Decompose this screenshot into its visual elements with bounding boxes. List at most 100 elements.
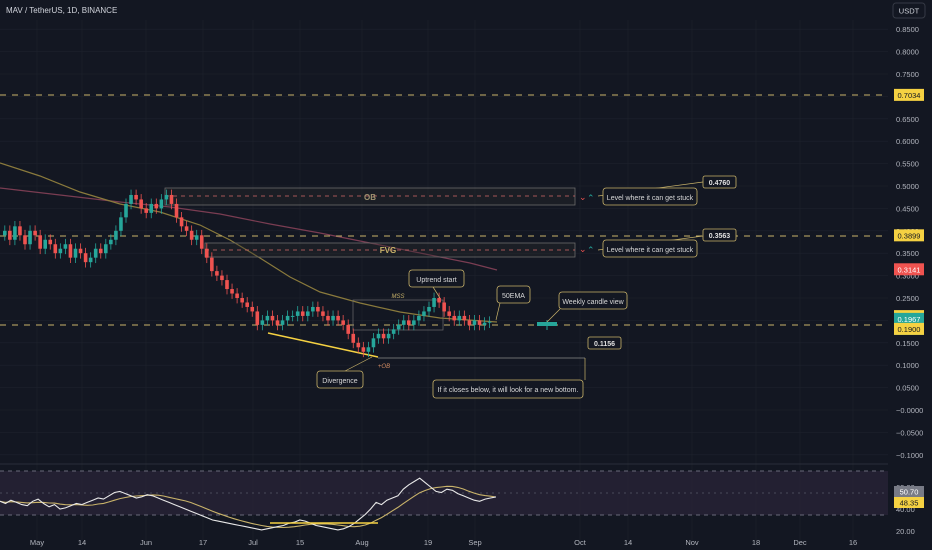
price-badge-text: 0.3141 — [898, 265, 921, 274]
candle — [281, 320, 285, 324]
candle — [225, 280, 229, 289]
price-tick-label: 0.4500 — [896, 204, 919, 213]
price-tick-label: −0.1000 — [896, 451, 923, 460]
candle — [463, 316, 467, 320]
candle — [321, 311, 325, 315]
level-tag-0476-text: 0.4760 — [709, 180, 731, 187]
candle — [341, 320, 345, 324]
rsi-badge-text: 50.70 — [900, 488, 919, 497]
callout-ema50-text: 50EMA — [502, 293, 525, 300]
price-tick-label: 0.8000 — [896, 48, 919, 57]
candle — [372, 338, 376, 347]
currency-label: USDT — [899, 7, 920, 16]
callout-divergence-text: Divergence — [322, 378, 358, 385]
candle — [43, 240, 47, 249]
candle — [190, 231, 194, 240]
time-tick-label: 19 — [424, 538, 432, 547]
candle — [220, 276, 224, 280]
candle — [362, 347, 366, 351]
candle — [144, 208, 148, 212]
candle — [397, 325, 401, 329]
candle — [412, 320, 416, 324]
candle — [165, 195, 169, 199]
candle — [54, 244, 58, 253]
candle — [200, 235, 204, 248]
candle — [458, 316, 462, 320]
fvg-label: FVG — [380, 246, 396, 255]
candle — [99, 249, 103, 253]
candle — [437, 298, 441, 302]
chevron-up-icon: ⌃ — [587, 245, 595, 255]
candle — [170, 195, 174, 204]
chevron-down-icon: ⌄ — [579, 192, 587, 202]
candle — [392, 329, 396, 333]
candle — [447, 311, 451, 315]
candle — [336, 316, 340, 320]
candle — [134, 195, 138, 199]
level-tag-0116-text: 0.1156 — [594, 341, 615, 348]
time-tick-label: 16 — [849, 538, 857, 547]
candle — [13, 226, 17, 239]
candle — [266, 316, 270, 320]
candle — [326, 316, 330, 320]
candle — [185, 226, 189, 230]
candle — [301, 311, 305, 315]
time-tick-label: May — [30, 538, 44, 547]
candle — [104, 244, 108, 253]
mss-label: MSS — [391, 294, 404, 300]
candle — [377, 334, 381, 338]
rsi-badge-text: 48.35 — [900, 499, 919, 508]
candle — [235, 294, 239, 298]
candle — [89, 258, 93, 262]
candle — [478, 320, 482, 324]
candle — [149, 204, 153, 213]
candle — [417, 316, 421, 320]
candle — [109, 240, 113, 244]
candle — [351, 334, 355, 343]
price-tick-label: 0.7500 — [896, 70, 919, 79]
candle — [195, 235, 199, 239]
candle — [28, 231, 32, 244]
candle — [422, 311, 426, 315]
price-tick-label: 0.1000 — [896, 361, 919, 370]
time-tick-label: 14 — [624, 538, 632, 547]
candle — [432, 298, 436, 307]
candle — [230, 289, 234, 293]
candle — [483, 323, 487, 325]
candle — [296, 311, 300, 315]
candle — [306, 311, 310, 315]
candle — [38, 235, 42, 248]
candle — [64, 244, 68, 248]
price-badge-text: 0.7034 — [898, 91, 921, 100]
plus-ob-label: +OB — [378, 364, 390, 370]
time-tick-label: 17 — [199, 538, 207, 547]
callout-stuck-2-text: Level where it can get stuck — [607, 247, 694, 254]
candle — [473, 320, 477, 324]
candle — [367, 347, 371, 351]
price-badge-text: 0.3899 — [898, 231, 921, 240]
candle — [346, 325, 350, 334]
chevron-up-icon: ⌃ — [587, 193, 595, 203]
price-tick-label: 0.3500 — [896, 249, 919, 258]
price-badge-text: 0.1900 — [898, 325, 921, 334]
price-tick-label: 0.6000 — [896, 137, 919, 146]
chevron-down-icon: ⌄ — [579, 244, 587, 254]
price-tick-label: 0.0500 — [896, 384, 919, 393]
candle — [488, 322, 492, 323]
candle — [402, 320, 406, 324]
candle — [3, 231, 7, 235]
price-badge-text: 0.1967 — [898, 315, 921, 324]
candle — [442, 302, 446, 311]
rsi-tick-label: 20.00 — [896, 527, 915, 536]
candle — [84, 253, 88, 262]
candle — [387, 334, 391, 338]
candle — [331, 316, 335, 320]
price-tick-label: 0.5500 — [896, 160, 919, 169]
price-tick-label: 0.6500 — [896, 115, 919, 124]
price-tick-label: 0.1500 — [896, 339, 919, 348]
callout-uptrend-text: Uptrend start — [416, 277, 457, 284]
level-tag-0356-text: 0.3563 — [709, 233, 731, 240]
candle — [129, 195, 133, 204]
candle — [316, 307, 320, 311]
